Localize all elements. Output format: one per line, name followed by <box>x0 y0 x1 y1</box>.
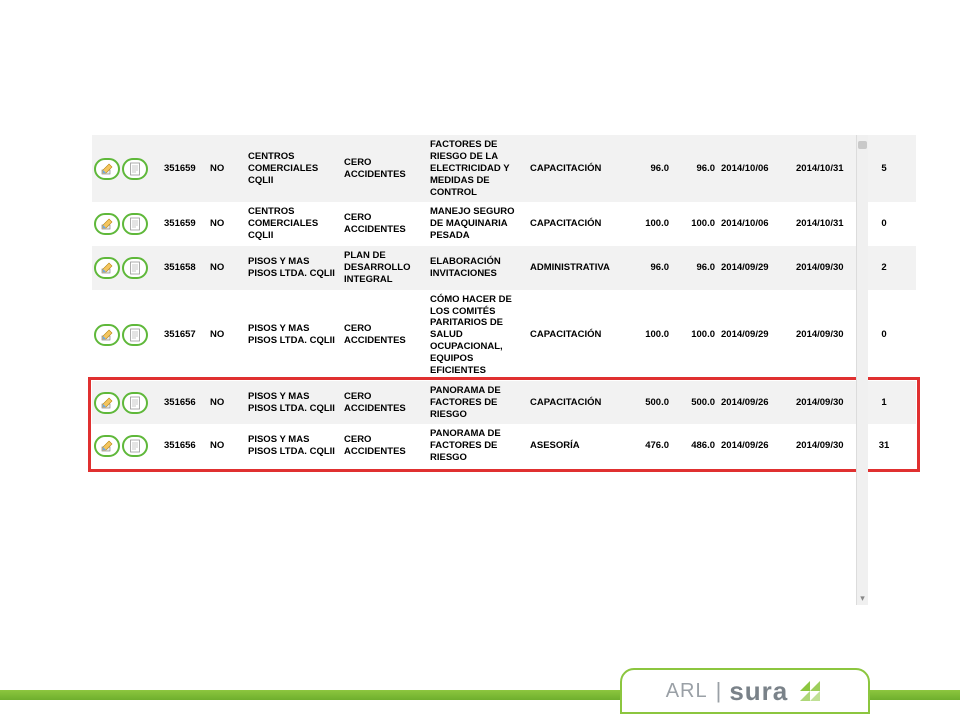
cell-valor2: 100.0 <box>671 327 719 343</box>
edit-icon[interactable] <box>94 257 120 279</box>
cell-no: NO <box>208 161 246 177</box>
cell-fecha1: 2014/09/26 <box>719 395 794 411</box>
cell-tipo: CAPACITACIÓN <box>528 327 623 343</box>
cell-tema: MANEJO SEGURO DE MAQUINARIA PESADA <box>428 204 528 244</box>
cell-programa: CERO ACCIDENTES <box>342 155 428 183</box>
cell-empresa: CENTROS COMERCIALES CQLII <box>246 149 342 189</box>
scrollbar-down-arrow[interactable]: ▾ <box>857 591 868 605</box>
cell-tipo: CAPACITACIÓN <box>528 216 623 232</box>
table-row: 351656NOPISOS Y MAS PISOS LTDA. CQLIICER… <box>92 381 916 425</box>
cell-tema: ELABORACIÓN INVITACIONES <box>428 254 528 282</box>
logo-leaf-icon <box>796 677 824 705</box>
cell-valor1: 100.0 <box>623 216 671 232</box>
cell-count: 5 <box>869 161 899 177</box>
cell-no: NO <box>208 395 246 411</box>
logo-separator: | <box>716 678 722 704</box>
cell-tema: PANORAMA DE FACTORES DE RIESGO <box>428 383 528 423</box>
cell-tipo: CAPACITACIÓN <box>528 161 623 177</box>
cell-count: 0 <box>869 216 899 232</box>
edit-icon[interactable] <box>94 324 120 346</box>
cell-empresa: CENTROS COMERCIALES CQLII <box>246 204 342 244</box>
cell-no: NO <box>208 216 246 232</box>
cell-count: 0 <box>869 327 899 343</box>
cell-fecha1: 2014/09/29 <box>719 260 794 276</box>
cell-empresa: PISOS Y MAS PISOS LTDA. CQLII <box>246 321 342 349</box>
cell-programa: CERO ACCIDENTES <box>342 210 428 238</box>
table-row: 351657NOPISOS Y MAS PISOS LTDA. CQLIICER… <box>92 290 916 381</box>
document-icon[interactable] <box>122 324 148 346</box>
cell-valor1: 96.0 <box>623 161 671 177</box>
cell-id: 351656 <box>162 438 208 454</box>
table-row: 351659NOCENTROS COMERCIALES CQLIICERO AC… <box>92 135 916 202</box>
table-row: 351658NOPISOS Y MAS PISOS LTDA. CQLIIPLA… <box>92 246 916 290</box>
scrollbar-thumb[interactable] <box>858 141 867 149</box>
cell-fecha1: 2014/10/06 <box>719 216 794 232</box>
cell-tema: CÓMO HACER DE LOS COMITÉS PARITARIOS DE … <box>428 292 528 379</box>
cell-valor1: 100.0 <box>623 327 671 343</box>
cell-empresa: PISOS Y MAS PISOS LTDA. CQLII <box>246 254 342 282</box>
cell-valor2: 500.0 <box>671 395 719 411</box>
brand-logo: ARL | sura <box>620 668 870 714</box>
cell-fecha1: 2014/09/26 <box>719 438 794 454</box>
edit-icon[interactable] <box>94 435 120 457</box>
cell-count: 31 <box>869 438 899 454</box>
document-icon[interactable] <box>122 392 148 414</box>
data-table: 351659NOCENTROS COMERCIALES CQLIICERO AC… <box>92 135 916 468</box>
cell-tema: PANORAMA DE FACTORES DE RIESGO <box>428 426 528 466</box>
cell-no: NO <box>208 260 246 276</box>
cell-empresa: PISOS Y MAS PISOS LTDA. CQLII <box>246 389 342 417</box>
document-icon[interactable] <box>122 158 148 180</box>
cell-no: NO <box>208 327 246 343</box>
cell-fecha1: 2014/10/06 <box>719 161 794 177</box>
cell-id: 351658 <box>162 260 208 276</box>
cell-programa: CERO ACCIDENTES <box>342 432 428 460</box>
cell-fecha1: 2014/09/29 <box>719 327 794 343</box>
table-row: 351656NOPISOS Y MAS PISOS LTDA. CQLIICER… <box>92 424 916 468</box>
cell-id: 351657 <box>162 327 208 343</box>
cell-programa: CERO ACCIDENTES <box>342 321 428 349</box>
document-icon[interactable] <box>122 257 148 279</box>
cell-programa: CERO ACCIDENTES <box>342 389 428 417</box>
cell-valor1: 476.0 <box>623 438 671 454</box>
cell-valor1: 96.0 <box>623 260 671 276</box>
cell-valor2: 100.0 <box>671 216 719 232</box>
document-icon[interactable] <box>122 435 148 457</box>
logo-arl-text: ARL <box>666 680 708 703</box>
document-icon[interactable] <box>122 213 148 235</box>
table-row: 351659NOCENTROS COMERCIALES CQLIICERO AC… <box>92 202 916 246</box>
cell-no: NO <box>208 438 246 454</box>
cell-tipo: ASESORÍA <box>528 438 623 454</box>
cell-id: 351659 <box>162 216 208 232</box>
edit-icon[interactable] <box>94 158 120 180</box>
cell-tema: FACTORES DE RIESGO DE LA ELECTRICIDAD Y … <box>428 137 528 200</box>
cell-programa: PLAN DE DESARROLLO INTEGRAL <box>342 248 428 288</box>
edit-icon[interactable] <box>94 392 120 414</box>
cell-empresa: PISOS Y MAS PISOS LTDA. CQLII <box>246 432 342 460</box>
cell-count: 1 <box>869 395 899 411</box>
logo-sura-text: sura <box>729 676 788 707</box>
cell-valor2: 486.0 <box>671 438 719 454</box>
edit-icon[interactable] <box>94 213 120 235</box>
vertical-scrollbar[interactable]: ▾ <box>856 135 868 605</box>
cell-valor2: 96.0 <box>671 260 719 276</box>
cell-tipo: ADMINISTRATIVA <box>528 260 623 276</box>
cell-tipo: CAPACITACIÓN <box>528 395 623 411</box>
cell-count: 2 <box>869 260 899 276</box>
cell-valor2: 96.0 <box>671 161 719 177</box>
cell-id: 351659 <box>162 161 208 177</box>
cell-id: 351656 <box>162 395 208 411</box>
cell-valor1: 500.0 <box>623 395 671 411</box>
